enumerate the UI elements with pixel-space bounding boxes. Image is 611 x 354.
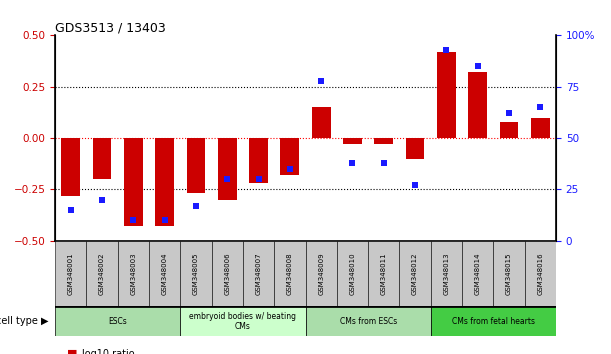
Text: GSM348005: GSM348005 bbox=[193, 252, 199, 295]
Text: cell type ▶: cell type ▶ bbox=[0, 316, 49, 326]
Point bbox=[285, 166, 295, 172]
Point bbox=[159, 217, 169, 223]
Bar bbox=[306, 306, 431, 336]
Bar bbox=[431, 306, 556, 336]
Bar bbox=[55, 306, 180, 336]
Text: GSM348007: GSM348007 bbox=[255, 252, 262, 295]
Bar bbox=[375, 138, 393, 144]
Text: GSM348015: GSM348015 bbox=[506, 252, 512, 295]
Text: CMs from fetal hearts: CMs from fetal hearts bbox=[452, 317, 535, 326]
Bar bbox=[243, 241, 274, 306]
Bar bbox=[469, 72, 487, 138]
Bar bbox=[400, 241, 431, 306]
Bar bbox=[368, 241, 400, 306]
Point bbox=[254, 176, 263, 182]
Bar bbox=[149, 241, 180, 306]
Text: GSM348016: GSM348016 bbox=[537, 252, 543, 295]
Text: GSM348006: GSM348006 bbox=[224, 252, 230, 295]
Bar bbox=[306, 241, 337, 306]
Point bbox=[128, 217, 138, 223]
Point bbox=[66, 207, 76, 213]
Bar bbox=[531, 118, 550, 138]
Point bbox=[191, 203, 201, 209]
Point bbox=[504, 110, 514, 116]
Point bbox=[473, 63, 483, 69]
Bar bbox=[462, 241, 494, 306]
Text: log10 ratio: log10 ratio bbox=[82, 349, 135, 354]
Bar bbox=[280, 138, 299, 175]
Bar bbox=[186, 138, 205, 194]
Bar bbox=[274, 241, 306, 306]
Text: GSM348013: GSM348013 bbox=[444, 252, 450, 295]
Text: GSM348004: GSM348004 bbox=[161, 252, 167, 295]
Bar bbox=[124, 138, 143, 226]
Bar bbox=[218, 138, 236, 200]
Text: GSM348001: GSM348001 bbox=[68, 252, 74, 295]
Bar bbox=[500, 122, 518, 138]
Bar bbox=[406, 138, 425, 159]
Bar bbox=[437, 52, 456, 138]
Bar bbox=[86, 241, 117, 306]
Text: GSM348003: GSM348003 bbox=[130, 252, 136, 295]
Bar bbox=[180, 306, 306, 336]
Text: GDS3513 / 13403: GDS3513 / 13403 bbox=[55, 21, 166, 34]
Point bbox=[222, 176, 232, 182]
Point bbox=[348, 160, 357, 166]
Bar bbox=[211, 241, 243, 306]
Bar bbox=[431, 241, 462, 306]
Bar bbox=[343, 138, 362, 144]
Bar bbox=[312, 107, 331, 138]
Bar bbox=[117, 241, 149, 306]
Point bbox=[410, 182, 420, 188]
Bar bbox=[61, 138, 80, 195]
Point bbox=[535, 104, 545, 110]
Bar bbox=[493, 241, 525, 306]
Text: GSM348011: GSM348011 bbox=[381, 252, 387, 295]
Text: embryoid bodies w/ beating
CMs: embryoid bodies w/ beating CMs bbox=[189, 312, 296, 331]
Point bbox=[97, 197, 107, 202]
Text: GSM348014: GSM348014 bbox=[475, 252, 481, 295]
Text: ■: ■ bbox=[67, 349, 78, 354]
Point bbox=[379, 160, 389, 166]
Bar bbox=[249, 138, 268, 183]
Text: GSM348002: GSM348002 bbox=[99, 252, 105, 295]
Bar bbox=[525, 241, 556, 306]
Text: CMs from ESCs: CMs from ESCs bbox=[340, 317, 397, 326]
Text: GSM348009: GSM348009 bbox=[318, 252, 324, 295]
Text: GSM348008: GSM348008 bbox=[287, 252, 293, 295]
Bar bbox=[337, 241, 368, 306]
Bar bbox=[93, 138, 111, 179]
Text: GSM348010: GSM348010 bbox=[349, 252, 356, 295]
Bar bbox=[155, 138, 174, 226]
Text: ESCs: ESCs bbox=[108, 317, 127, 326]
Text: GSM348012: GSM348012 bbox=[412, 252, 418, 295]
Point bbox=[316, 78, 326, 84]
Bar bbox=[180, 241, 211, 306]
Point bbox=[442, 47, 452, 53]
Bar bbox=[55, 241, 86, 306]
